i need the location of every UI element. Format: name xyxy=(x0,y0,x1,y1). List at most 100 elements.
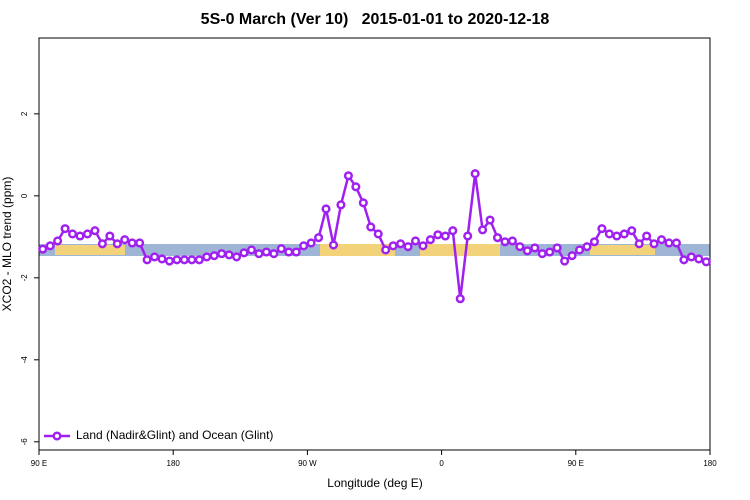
data-point xyxy=(53,236,63,246)
data-point xyxy=(552,243,562,253)
data-point xyxy=(686,252,696,262)
data-point xyxy=(478,225,488,235)
data-point xyxy=(403,242,413,252)
data-point xyxy=(299,241,309,251)
data-point xyxy=(537,249,547,259)
data-point xyxy=(589,237,599,247)
data-point xyxy=(224,250,234,260)
plot-border xyxy=(38,37,711,451)
data-point xyxy=(522,246,532,256)
data-point xyxy=(112,239,122,249)
data-point xyxy=(642,231,652,241)
data-point xyxy=(396,239,406,249)
data-point xyxy=(187,255,197,265)
x-tick-label: 180 xyxy=(703,459,717,468)
data-point xyxy=(410,236,421,246)
data-point xyxy=(701,257,711,267)
data-point xyxy=(164,256,175,266)
x-tick-label: 90 E xyxy=(31,459,47,468)
data-point xyxy=(358,198,368,208)
data-point xyxy=(150,252,160,262)
data-point xyxy=(284,247,294,257)
data-point xyxy=(604,229,614,239)
data-point xyxy=(649,239,659,249)
data-point xyxy=(45,241,55,251)
y-tick-label: -2 xyxy=(20,274,29,282)
data-point xyxy=(75,231,85,241)
data-point xyxy=(269,249,279,259)
data-point xyxy=(664,238,674,248)
data-point xyxy=(455,294,465,304)
data-point xyxy=(314,233,324,243)
data-point xyxy=(634,239,644,249)
data-point xyxy=(321,204,331,214)
y-axis-label: XCO2 - MLO trend (ppm) xyxy=(0,177,14,312)
x-tick-label: 180 xyxy=(167,459,181,468)
data-point xyxy=(373,229,383,239)
data-point xyxy=(545,247,555,257)
y-tick-label: -6 xyxy=(20,438,29,446)
data-point xyxy=(261,247,271,257)
data-point xyxy=(291,247,301,257)
data-point xyxy=(433,230,443,240)
data-point xyxy=(627,226,637,236)
data-point xyxy=(656,235,667,245)
data-point xyxy=(507,236,517,246)
data-point xyxy=(530,243,540,253)
data-point xyxy=(179,255,189,265)
data-point xyxy=(343,171,353,181)
chart-title: 5S-0 March (Ver 10) 2015-01-01 to 2020-1… xyxy=(201,11,550,28)
data-point xyxy=(97,239,107,249)
data-point xyxy=(239,248,249,258)
data-point xyxy=(612,231,622,241)
data-point xyxy=(135,238,145,248)
data-point xyxy=(351,182,361,192)
data-point xyxy=(582,242,592,252)
data-point xyxy=(68,229,78,239)
y-tick-label: 2 xyxy=(20,111,29,116)
data-point xyxy=(560,256,570,266)
data-point xyxy=(254,249,264,259)
data-point xyxy=(381,245,391,255)
data-point xyxy=(619,229,629,239)
data-point xyxy=(671,238,682,248)
y-tick-label: -4 xyxy=(20,356,29,364)
data-point xyxy=(470,169,480,179)
data-point xyxy=(246,245,257,255)
legend-label: Land (Nadir&Glint) and Ocean (Glint) xyxy=(76,428,273,442)
data-point xyxy=(448,226,458,236)
data-point xyxy=(142,255,152,265)
data-point xyxy=(463,231,473,241)
x-axis-label: Longitude (deg E) xyxy=(327,476,422,490)
data-point xyxy=(172,255,182,265)
data-point xyxy=(336,200,346,210)
data-point xyxy=(194,255,204,265)
data-point xyxy=(90,226,100,236)
data-point xyxy=(500,237,510,247)
data-point xyxy=(567,251,577,261)
x-tick-label: 0 xyxy=(439,459,444,468)
data-point xyxy=(418,241,428,251)
legend-marker xyxy=(52,431,62,441)
x-tick-label: 90 W xyxy=(298,459,317,468)
data-point xyxy=(232,252,242,262)
data-point xyxy=(597,224,607,234)
data-point xyxy=(679,255,689,265)
data-point xyxy=(440,231,450,241)
data-point xyxy=(425,235,435,245)
data-point xyxy=(366,222,376,232)
data-point xyxy=(38,244,48,254)
data-point xyxy=(388,241,398,251)
data-point xyxy=(515,242,525,252)
data-point xyxy=(105,231,115,241)
data-point xyxy=(694,254,704,264)
data-point xyxy=(209,251,219,261)
data-point xyxy=(306,238,316,248)
data-point xyxy=(276,244,286,254)
data-point xyxy=(328,240,339,250)
data-point xyxy=(574,245,585,255)
data-point xyxy=(127,238,137,248)
data-point xyxy=(217,249,227,259)
data-point xyxy=(485,215,495,225)
